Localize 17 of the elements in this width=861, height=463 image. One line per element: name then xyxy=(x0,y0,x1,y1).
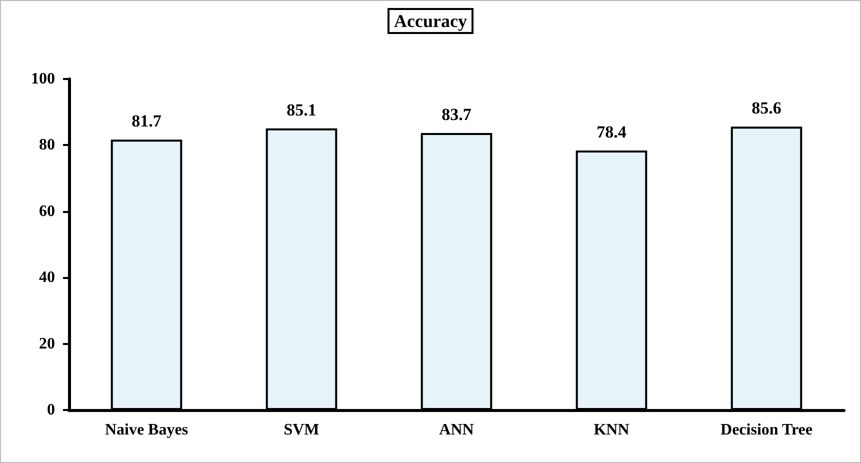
x-tick-label: Naive Bayes xyxy=(104,422,188,438)
y-tick-label: 80 xyxy=(39,136,55,154)
data-label: 83.7 xyxy=(442,104,472,124)
x-tick-label: ANN xyxy=(439,422,474,438)
y-tick-label: 0 xyxy=(47,402,55,418)
x-tick-label: KNN xyxy=(594,422,630,438)
x-tick-label: SVM xyxy=(284,422,320,438)
data-label: 85.1 xyxy=(286,100,316,120)
y-tick-label: 100 xyxy=(31,70,55,88)
y-tick-label: 40 xyxy=(39,269,55,286)
chart-title: Accuracy xyxy=(394,11,467,31)
data-label: 81.7 xyxy=(132,112,162,131)
data-label: 85.6 xyxy=(752,98,782,118)
x-tick-label: Decision Tree xyxy=(720,422,812,438)
y-tick-label: 20 xyxy=(39,335,55,352)
data-label: 78.4 xyxy=(596,122,627,142)
y-tick-label: 60 xyxy=(39,202,55,220)
